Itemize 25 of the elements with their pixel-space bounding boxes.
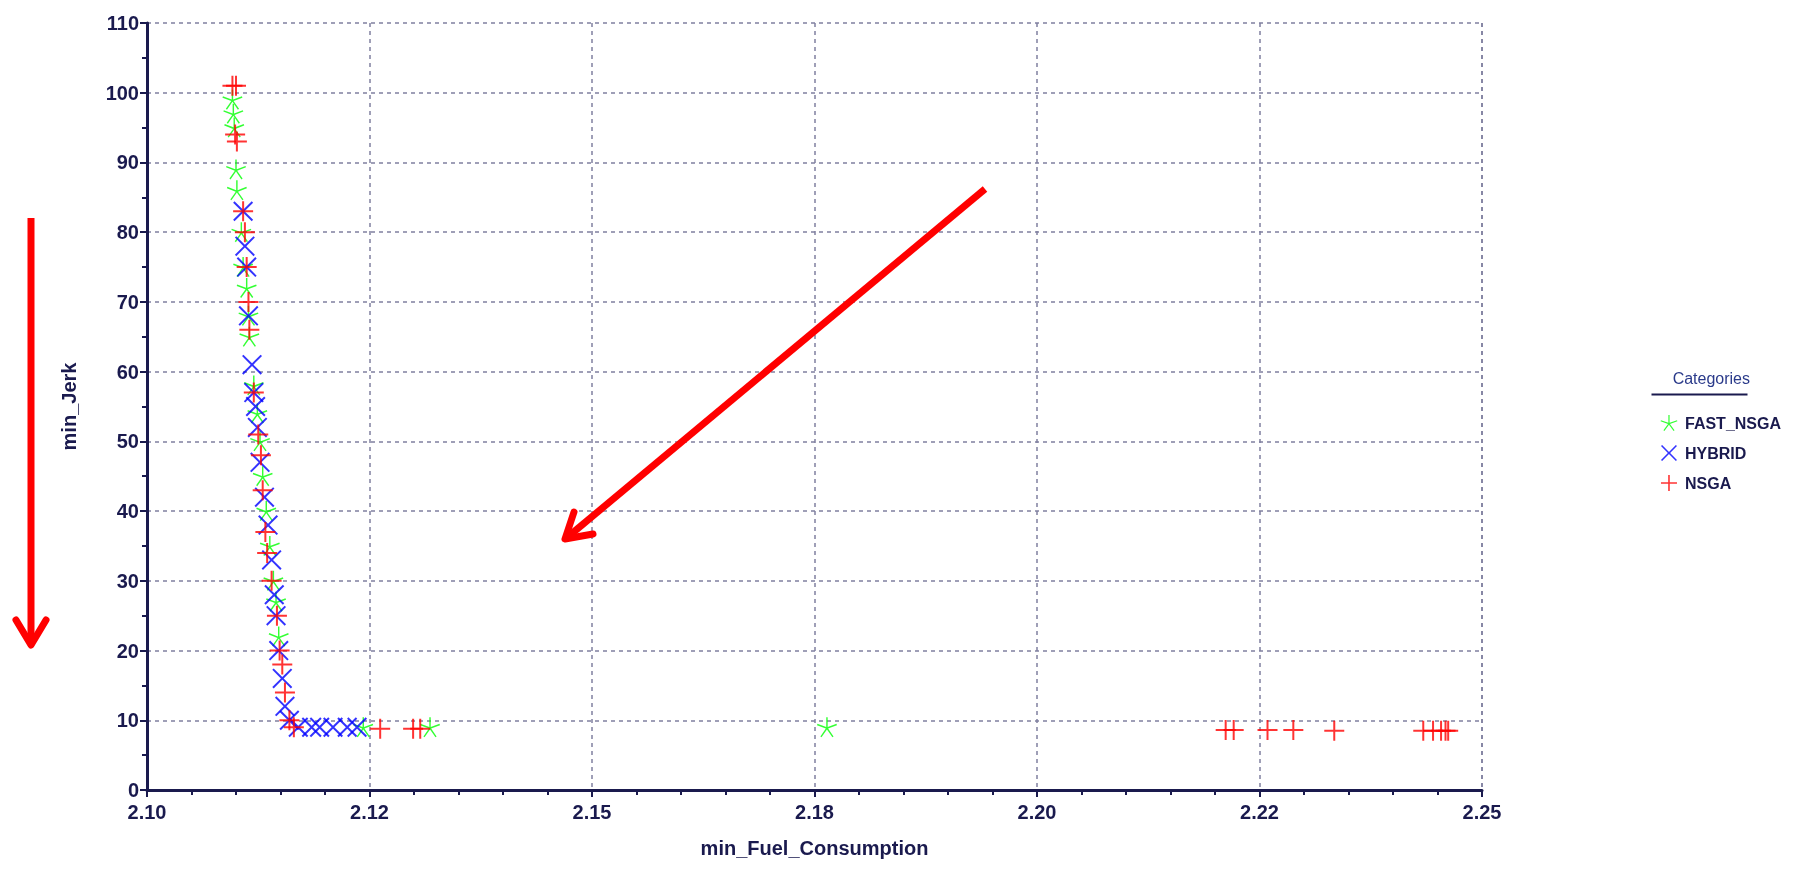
- y-tick-label: 90: [116, 151, 139, 174]
- y-tick-label: 100: [105, 81, 139, 104]
- y-tick-label: 50: [116, 430, 139, 453]
- y-tick-label: 0: [127, 779, 139, 801]
- y-tick-label: 60: [116, 360, 139, 383]
- y-axis-title: min_Jerk: [58, 361, 80, 451]
- x-tick-label: 2.20: [1017, 801, 1057, 823]
- y-tick-label: 20: [116, 639, 139, 662]
- x-tick-label: 2.15: [572, 801, 612, 823]
- x-axis-title: min_Fuel_Consumption: [700, 837, 929, 859]
- x-tick-label: 2.10: [127, 801, 167, 823]
- y-tick-label: 110: [106, 12, 139, 34]
- x-tick-label: 2.25: [1462, 801, 1502, 823]
- legend-label: HYBRID: [1684, 444, 1747, 462]
- x-tick-label: 2.12: [350, 801, 389, 823]
- legend-label: FAST_NSGA: [1684, 414, 1782, 432]
- y-tick-label: 30: [116, 569, 139, 592]
- y-tick-label: 80: [116, 221, 139, 244]
- y-tick-label: 70: [116, 290, 139, 313]
- x-tick-label: 2.18: [795, 801, 834, 823]
- legend-title: Categories: [1672, 369, 1750, 387]
- y-tick-label: 40: [116, 500, 139, 523]
- y-tick-label: 10: [116, 709, 139, 732]
- x-tick-label: 2.22: [1240, 801, 1279, 823]
- legend-label: NSGA: [1684, 474, 1732, 492]
